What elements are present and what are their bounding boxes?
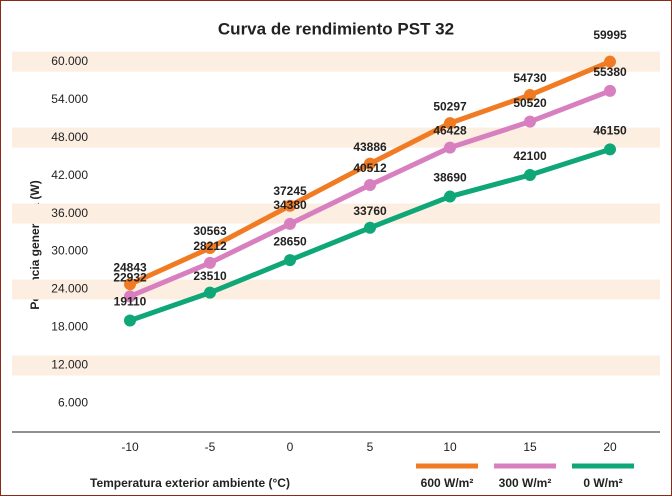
point (284, 217, 296, 230)
data-label: 37245 (273, 184, 307, 198)
data-label: 55380 (593, 65, 627, 79)
y-tick-label: 6.000 (58, 396, 88, 410)
x-axis-title: Temperatura exterior ambiente (°C) (90, 476, 290, 490)
data-label: 40512 (353, 161, 387, 175)
chart-title: Curva de rendimiento PST 32 (218, 19, 454, 38)
point (284, 254, 296, 267)
point (204, 256, 216, 269)
point (444, 190, 456, 203)
grid-band (12, 279, 660, 300)
point (124, 290, 136, 303)
bands (12, 51, 660, 376)
data-label: 54730 (513, 71, 547, 85)
data-label: 30563 (193, 224, 227, 238)
point (604, 143, 616, 156)
point (124, 314, 136, 327)
x-tick-label: 15 (523, 440, 537, 454)
data-label: 23510 (193, 269, 227, 283)
data-label: 46150 (593, 124, 627, 138)
point (604, 84, 616, 97)
data-label: 38690 (433, 171, 467, 185)
grid-band (12, 203, 660, 224)
y-tick-label: 42.000 (51, 168, 88, 182)
y-tick-label: 18.000 (51, 320, 88, 334)
y-tick-label: 60.000 (51, 54, 88, 68)
y-tick-label: 30.000 (51, 244, 88, 258)
data-label: 43886 (353, 140, 387, 154)
data-label: 34380 (273, 198, 307, 212)
point (524, 89, 536, 102)
legend-label: 0 W/m² (583, 476, 622, 490)
grid-band (12, 355, 660, 376)
data-label: 24843 (113, 260, 147, 274)
legend-label: 300 W/m² (499, 476, 552, 490)
point (284, 199, 296, 212)
y-tick-label: 36.000 (51, 206, 88, 220)
data-label: 28650 (273, 234, 307, 248)
y-tick-label: 24.000 (51, 282, 88, 296)
x-tick-label: 0 (287, 440, 294, 454)
data-label: 59995 (593, 28, 627, 42)
data-label: 50520 (513, 96, 547, 110)
legend-label: 600 W/m² (421, 476, 474, 490)
point (364, 157, 376, 170)
point (364, 221, 376, 234)
y-tick-label: 12.000 (51, 358, 88, 372)
grid-band (12, 51, 660, 72)
data-label: 33760 (353, 204, 387, 218)
x-tick-label: 20 (603, 440, 617, 454)
y-tick-label: 48.000 (51, 130, 88, 144)
point (204, 286, 216, 299)
point (204, 242, 216, 255)
x-tick-label: -5 (205, 440, 216, 454)
point (444, 117, 456, 130)
data-label: 22932 (113, 270, 147, 284)
data-label: 28212 (193, 239, 227, 253)
point (604, 55, 616, 68)
point (444, 141, 456, 154)
x-tick-label: -10 (121, 440, 139, 454)
grid-band (12, 127, 660, 148)
point (524, 115, 536, 128)
y-tick-label: 54.000 (51, 92, 88, 106)
data-label: 46428 (433, 124, 467, 138)
point (124, 278, 136, 291)
point (364, 179, 376, 192)
data-label: 42100 (513, 149, 547, 163)
data-label: 19110 (114, 295, 147, 309)
data-label: 50297 (433, 99, 467, 113)
x-tick-label: 10 (443, 440, 457, 454)
x-tick-label: 5 (367, 440, 374, 454)
point (524, 168, 536, 181)
